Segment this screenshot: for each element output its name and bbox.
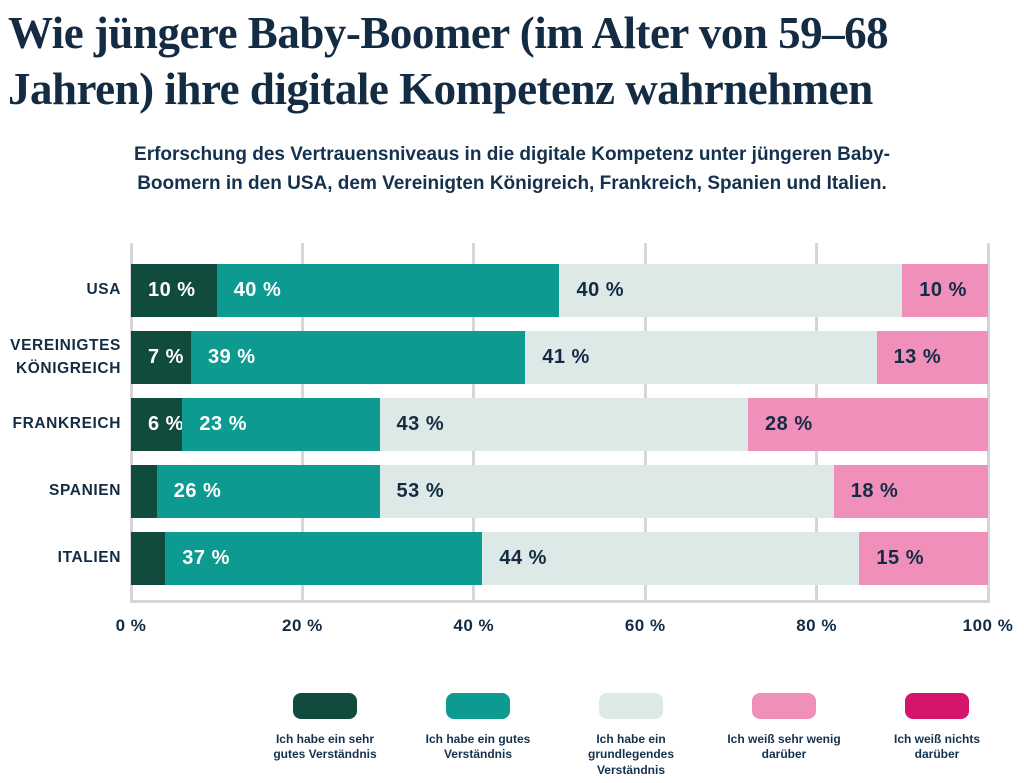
legend-item: Ich weiß nichts darüber	[857, 693, 1017, 763]
x-axis: 0 % 20 % 40 % 60 % 80 % 100 %	[116, 616, 1013, 646]
chart-subtitle: Erforschung des Vertrauensniveaus in die…	[134, 144, 890, 195]
bar-row: 26 % 53 % 18 %	[131, 465, 988, 518]
bar-row: 7 % 39 % 41 % 13 %	[131, 331, 988, 384]
legend-swatch	[599, 693, 663, 719]
bar-segment: 7 %	[131, 331, 191, 384]
x-tick-label: 20 %	[282, 616, 323, 635]
x-axis-line	[131, 600, 988, 603]
bar-segment: 43 %	[379, 398, 749, 451]
legend-swatch	[293, 693, 357, 719]
bar-segment: 10 %	[131, 264, 217, 317]
bar-value-label: 6 %	[148, 413, 184, 435]
bar-value-label: 10 %	[919, 279, 967, 301]
category-label: ITALIEN	[57, 549, 121, 567]
bar-value-label: 15 %	[876, 547, 925, 569]
legend-label: Ich habe ein grundlegendes Verständnis	[587, 732, 674, 777]
x-tick-label: 60 %	[624, 616, 666, 635]
legend-swatch	[752, 693, 816, 719]
bar-value-label: 23 %	[199, 413, 247, 435]
bar-segment: 6 %	[131, 398, 184, 451]
bar-value-label: 44 %	[499, 547, 547, 569]
legend-label: Ich habe ein sehr gutes Verständnis	[273, 732, 377, 762]
bar-value-label: 13 %	[893, 346, 942, 368]
category-label: SPANIEN	[49, 482, 121, 500]
legend-item: Ich weiß sehr wenig darüber	[704, 693, 864, 763]
bar-value-label: 39 %	[207, 346, 256, 368]
bar-row: 6 % 23 % 43 % 28 %	[131, 398, 988, 451]
x-tick-label: 100 %	[962, 616, 1014, 635]
bar-segment: 53 %	[379, 465, 834, 518]
category-axis: USA VEREINIGTES KÖNIGREICH FRANKREICH SPANI…	[0, 243, 121, 603]
bar-row: 10 % 40 % 40 % 10 %	[131, 264, 988, 317]
x-tick-label: 80 %	[796, 616, 837, 635]
bar-value-label: 43 %	[396, 413, 445, 435]
bar-segment: 44 %	[482, 532, 860, 585]
legend: Ich habe ein sehr gutes Verständnis Ich h…	[0, 693, 1024, 783]
legend-label: Ich habe ein gutes Verständnis	[425, 732, 531, 762]
x-tick-label: 0 %	[115, 616, 147, 635]
bar-value-label: 26 %	[173, 480, 222, 502]
category-label: FRANKREICH	[12, 415, 121, 433]
bar-segment: 26 %	[156, 465, 380, 518]
bar-segment: 41 %	[525, 331, 877, 384]
bar-value-label: 41 %	[542, 346, 590, 368]
bar-segment: 13 %	[876, 331, 988, 384]
bar-value-label: 37 %	[182, 547, 230, 569]
bar-value-label: 7 %	[148, 346, 184, 368]
bar-segment	[131, 465, 157, 518]
category-label: USA	[86, 281, 121, 299]
bar-segment: 15 %	[859, 532, 988, 585]
legend-item: Ich habe ein grundlegendes Verständnis	[551, 693, 711, 778]
bar-segment: 18 %	[833, 465, 988, 518]
legend-item: Ich habe ein gutes Verständnis	[398, 693, 558, 763]
legend-label: Ich weiß nichts darüber	[893, 732, 980, 762]
bar-row: 37 % 44 % 15 %	[131, 532, 988, 585]
bar-segment: 10 %	[902, 264, 988, 317]
bar-segment	[131, 532, 166, 585]
bar-value-label: 40 %	[576, 279, 625, 301]
bar-segment: 28 %	[748, 398, 988, 451]
chart-title: Wie jüngere Baby-Boomer (im Alter von 59…	[8, 8, 889, 114]
legend-label: Ich weiß sehr wenig darüber	[727, 732, 841, 762]
bar-value-label: 18 %	[850, 480, 899, 502]
bar-value-label: 53 %	[396, 480, 445, 502]
plot-area: 10 % 40 % 40 % 10 % 7 % 39 % 41 % 13 % 6 % 23 % 43…	[129, 243, 990, 603]
bar-value-label: 10 %	[148, 279, 196, 301]
bar-segment: 23 %	[182, 398, 380, 451]
bar-segment: 37 %	[165, 532, 483, 585]
category-label: VEREINIGTES KÖNIGREICH	[10, 337, 121, 377]
bar-value-label: 28 %	[765, 413, 813, 435]
x-tick-label: 40 %	[453, 616, 495, 635]
legend-swatch	[446, 693, 510, 719]
bar-segment: 40 %	[559, 264, 903, 317]
gridline	[986, 243, 990, 603]
legend-item: Ich habe ein sehr gutes Verständnis	[245, 693, 405, 763]
bar-segment: 40 %	[216, 264, 560, 317]
bar-segment: 39 %	[190, 331, 526, 384]
legend-swatch	[905, 693, 969, 719]
bar-value-label: 40 %	[233, 279, 282, 301]
